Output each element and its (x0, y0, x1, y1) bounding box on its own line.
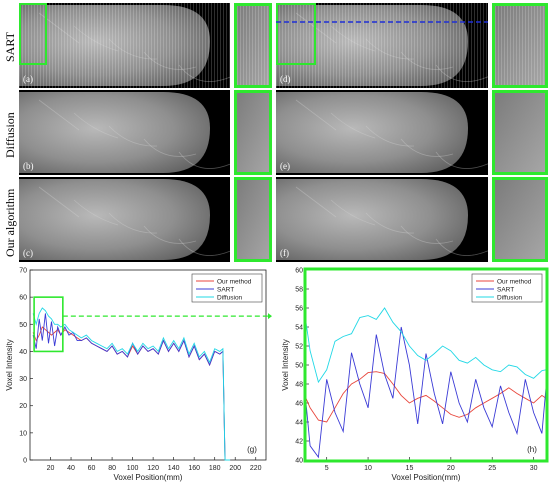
y-tick-label: 50 (19, 322, 27, 329)
y-tick-label: 54 (295, 325, 303, 332)
y-tick-label: 48 (295, 382, 303, 389)
y-tick-label: 56 (295, 306, 303, 313)
x-tick-label: 25 (488, 465, 496, 472)
zoom-inset-right (492, 177, 548, 262)
x-axis-label: Voxel Position(mm) (114, 473, 183, 482)
x-tick-label: 180 (209, 465, 221, 472)
panel-tag: (f) (280, 248, 289, 258)
x-tick-label: 40 (67, 465, 75, 472)
x-tick-label: 140 (168, 465, 180, 472)
reconstruction-image-left: (a) (19, 3, 230, 88)
series-line-sart (305, 326, 547, 459)
row-label-our-algorithm: Our algorithm (3, 188, 17, 257)
legend-label: SART (497, 286, 514, 293)
series-line-diffusion (32, 307, 231, 461)
zoom-inset-right (492, 3, 548, 88)
zoom-inset-left (234, 177, 272, 262)
zoom-inset-right (492, 90, 548, 175)
panel-tag: (a) (23, 74, 33, 84)
panel-label: (h) (527, 445, 537, 454)
x-tick-label: 80 (108, 465, 116, 472)
x-tick-label: 100 (127, 465, 139, 472)
reconstruction-image-right: (e) (276, 90, 488, 175)
x-tick-label: 160 (188, 465, 200, 472)
profile-chart-h: 5 10 15 20 25 30 40 42 44 46 48 50 52 54 56 58 60 Voxel P… (281, 267, 549, 482)
y-tick-label: 20 (19, 403, 27, 410)
panel-tag: (c) (23, 248, 33, 258)
y-tick-label: 52 (295, 344, 303, 351)
x-tick-label: 200 (229, 465, 241, 472)
y-tick-label: 42 (295, 439, 303, 446)
y-tick-label: 10 (19, 430, 27, 437)
x-tick-label: 30 (530, 465, 538, 472)
y-tick-label: 70 (19, 268, 27, 275)
reconstruction-image-right: (d) (276, 3, 488, 88)
zoom-inset-left (234, 90, 272, 175)
legend-label: SART (217, 286, 234, 293)
x-tick-label: 20 (47, 465, 55, 472)
legend-label: Our method (217, 278, 252, 285)
reconstruction-image-left: (b) (19, 90, 230, 175)
zoom-frame (303, 267, 549, 463)
x-tick-label: 15 (406, 465, 414, 472)
roi-box (33, 296, 64, 353)
zoom-inset-left (234, 3, 272, 88)
reconstruction-image-left: (c) (19, 177, 230, 262)
x-tick-label: 120 (147, 465, 159, 472)
y-tick-label: 50 (295, 363, 303, 370)
x-tick-label: 220 (250, 465, 262, 472)
x-tick-label: 60 (88, 465, 96, 472)
row-label-diffusion: Diffusion (3, 112, 17, 158)
series-line-sart (32, 313, 231, 461)
y-axis-label: Voxel Intensity (5, 339, 14, 391)
y-tick-label: 0 (23, 458, 27, 465)
y-tick-label: 40 (19, 349, 27, 356)
panel-tag: (e) (280, 161, 290, 171)
series-line-diffusion (305, 307, 547, 384)
y-tick-label: 58 (295, 287, 303, 294)
x-tick-label: 20 (447, 465, 455, 472)
y-tick-label: 44 (295, 420, 303, 427)
y-tick-label: 60 (19, 295, 27, 302)
legend-label: Our method (497, 278, 532, 285)
reconstruction-image-right: (f) (276, 177, 488, 262)
roi-box (19, 3, 47, 65)
row-label-sart: SART (3, 32, 17, 62)
y-axis-label: Voxel Intensity (281, 339, 290, 391)
panel-label: (g) (247, 445, 257, 454)
panel-tag: (b) (23, 161, 34, 171)
series-line-our-method (305, 371, 547, 423)
y-tick-label: 30 (19, 376, 27, 383)
y-tick-label: 40 (295, 458, 303, 465)
x-tick-label: 5 (325, 465, 329, 472)
legend-label: Diffusion (217, 294, 243, 301)
roi-box (276, 3, 316, 65)
y-tick-label: 60 (295, 268, 303, 275)
panel-tag: (d) (280, 74, 291, 84)
profile-chart-g: 20 40 60 80 100 120 140 160 180 200 220 0 10 20 30 40 50… (5, 268, 272, 482)
zoom-arrowhead (268, 313, 272, 320)
y-tick-label: 46 (295, 401, 303, 408)
legend-label: Diffusion (497, 294, 523, 301)
x-tick-label: 10 (364, 465, 372, 472)
x-axis-label: Voxel Position(mm) (392, 473, 461, 482)
